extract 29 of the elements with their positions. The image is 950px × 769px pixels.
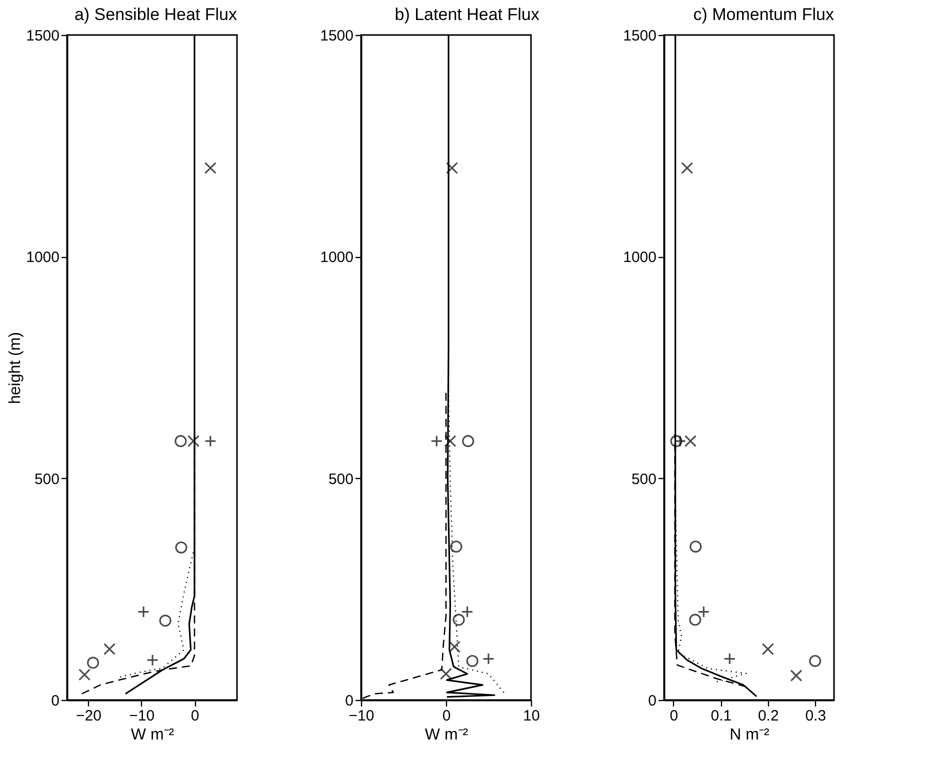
x-tick-label: −10 [129, 708, 155, 724]
y-axis-title: height (m) [7, 332, 24, 404]
chart-title: b) Latent Heat Flux [394, 5, 540, 24]
x-tick-label: 0.3 [805, 708, 826, 724]
chart-title: c) Momentum Flux [693, 5, 834, 24]
x-tick-label: 10 [523, 708, 540, 724]
y-tick-label: 1500 [26, 28, 60, 44]
x-tick-label: 0 [670, 708, 678, 724]
y-tick-label: 500 [34, 470, 60, 488]
x-axis-title: W m⁻² [130, 726, 175, 744]
y-tick-label: 1500 [320, 28, 354, 44]
chart-title: a) Sensible Heat Flux [74, 5, 238, 24]
y-tick-label: 0 [345, 692, 354, 710]
x-axis-title: N m⁻² [730, 726, 770, 744]
x-tick-label: −10 [348, 708, 374, 724]
x-tick-label: 0 [442, 708, 451, 724]
x-axis-title: W m⁻² [424, 726, 469, 744]
x-tick-label: 0.2 [758, 708, 779, 724]
y-tick-label: 500 [631, 470, 656, 488]
x-tick-label: 0.1 [710, 708, 732, 724]
x-tick-label: −20 [76, 708, 102, 724]
y-tick-label: 1000 [320, 249, 354, 266]
y-tick-label: 1000 [623, 249, 656, 266]
y-tick-label: 1000 [26, 249, 60, 266]
y-tick-label: 500 [328, 470, 354, 488]
y-tick-label: 0 [648, 692, 656, 710]
y-tick-label: 0 [51, 692, 60, 710]
y-tick-label: 1500 [623, 28, 656, 44]
x-tick-label: 0 [190, 708, 200, 724]
